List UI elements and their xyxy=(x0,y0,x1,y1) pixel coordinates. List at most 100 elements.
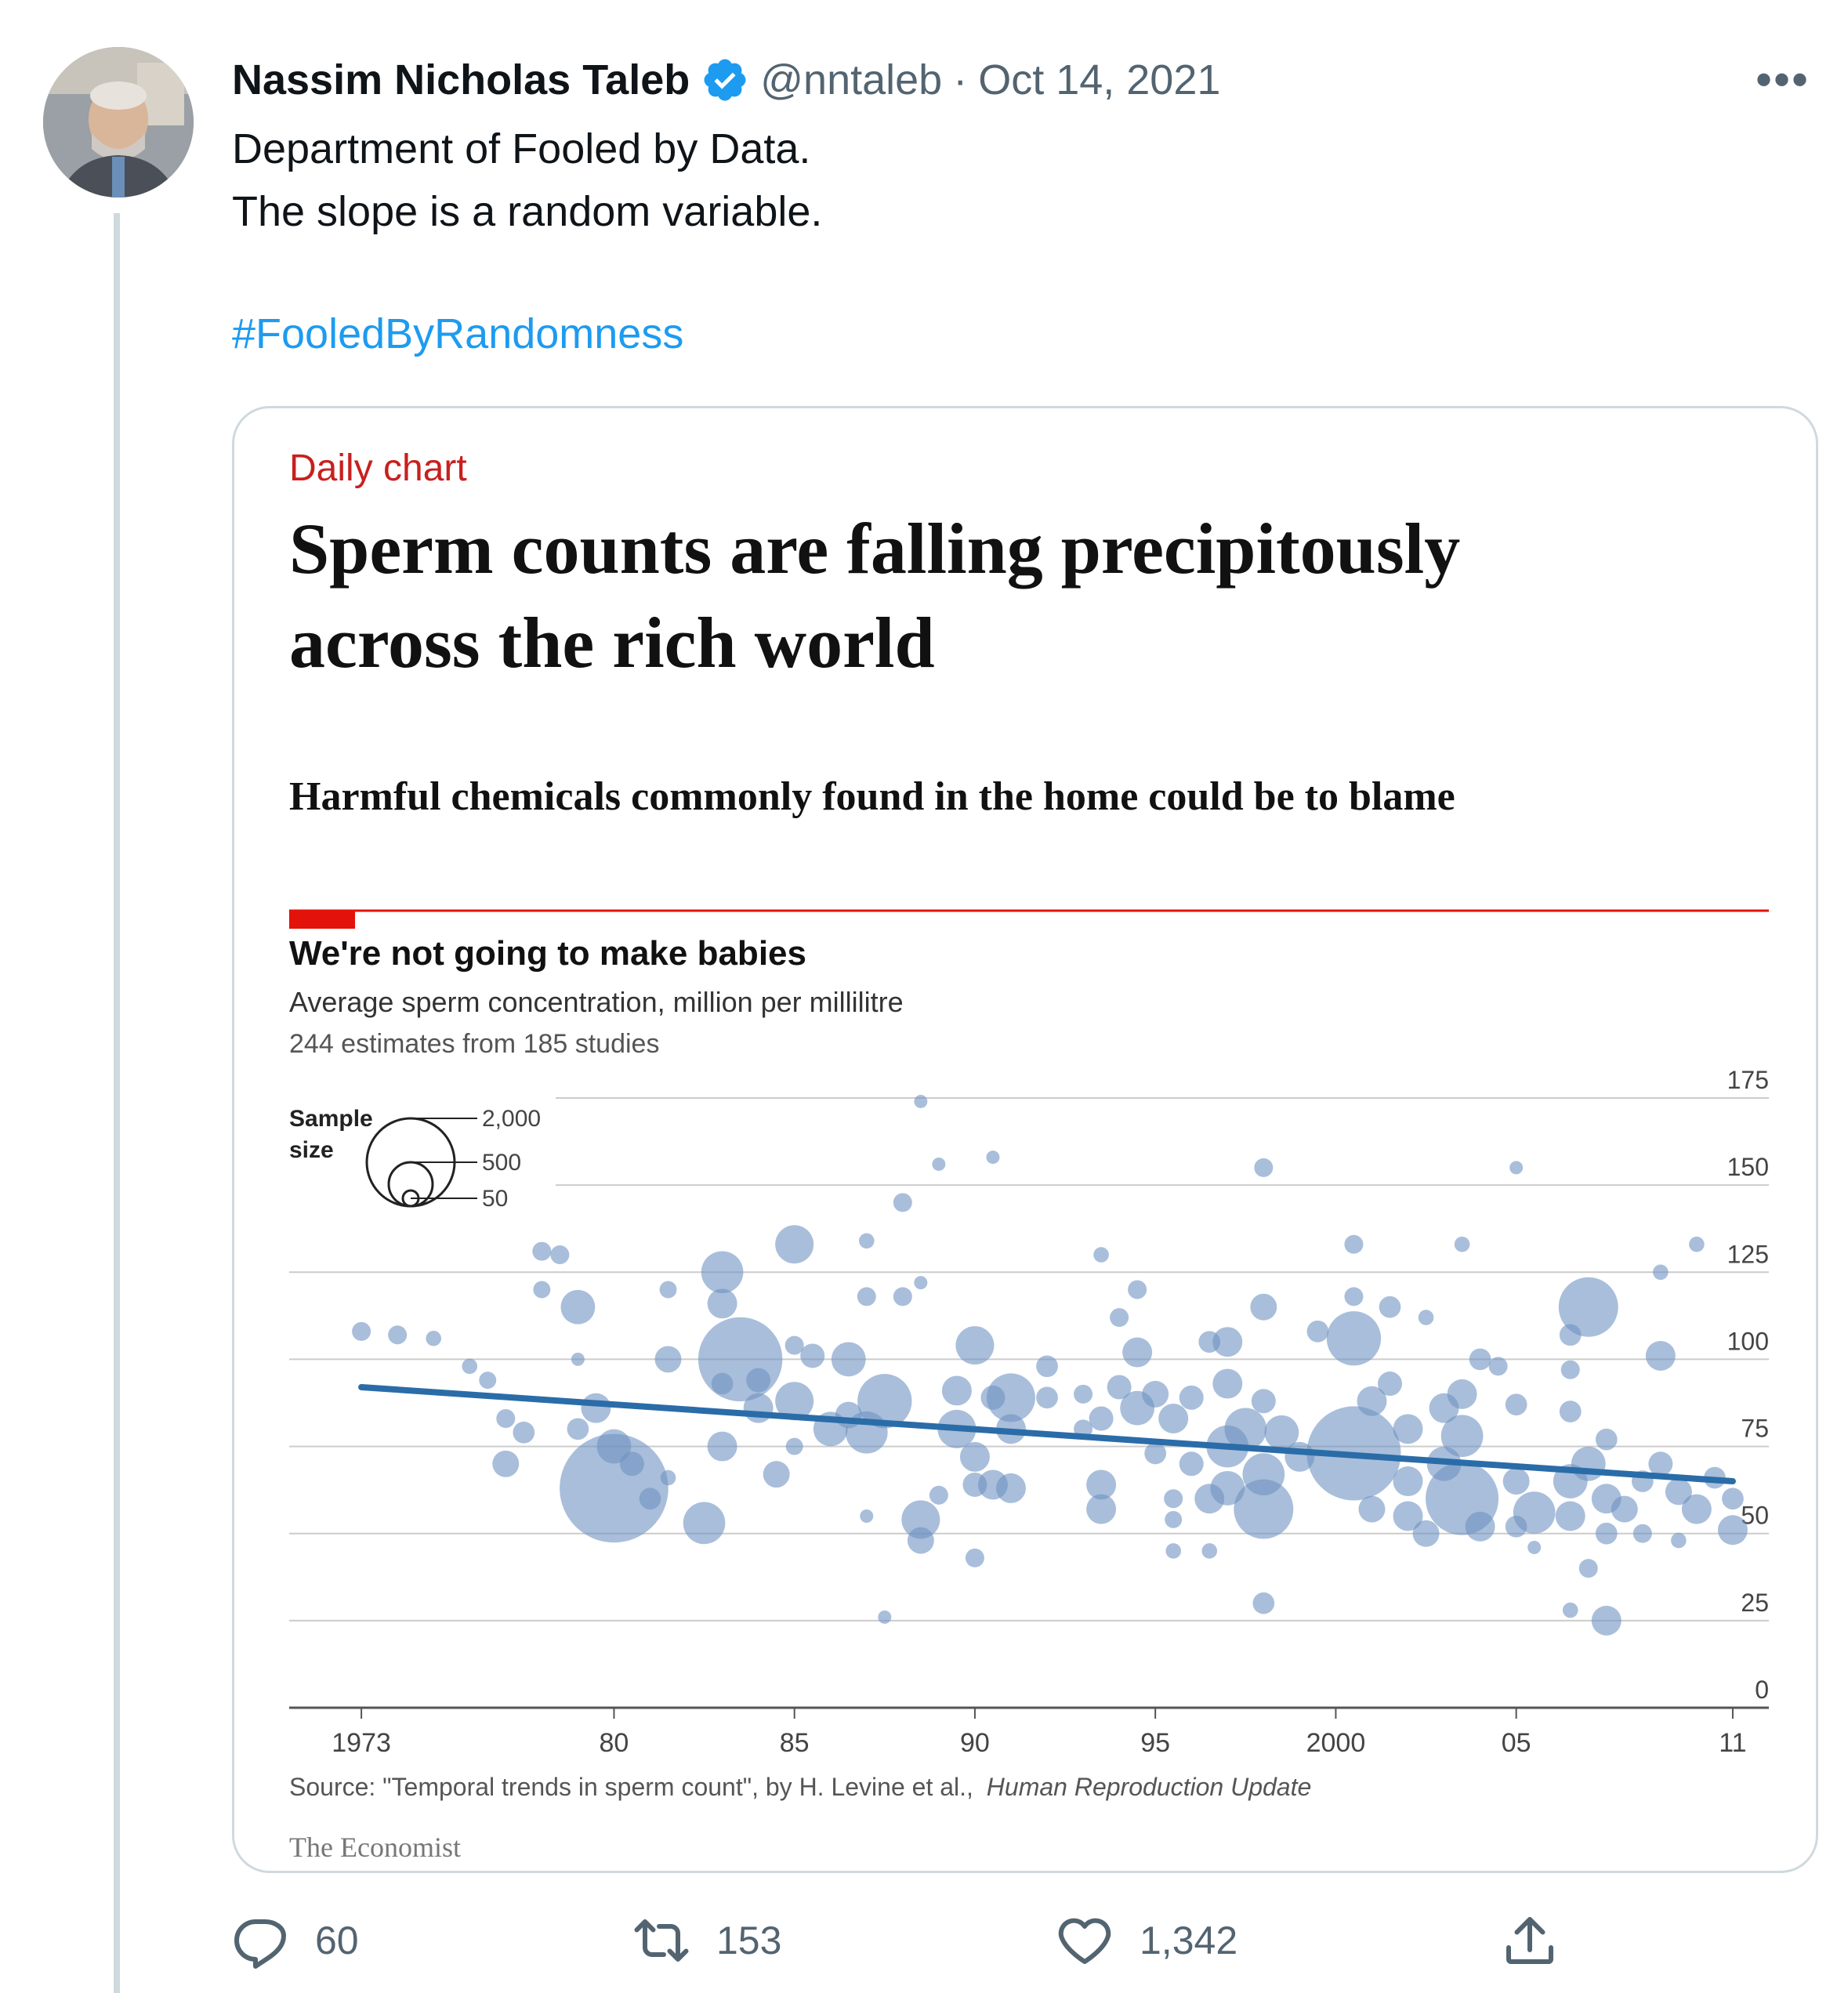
data-point xyxy=(1513,1491,1556,1534)
legend-title-line-1: Sample xyxy=(289,1106,373,1132)
data-point xyxy=(1418,1310,1434,1325)
data-point xyxy=(1440,1415,1484,1458)
data-point xyxy=(1555,1501,1585,1531)
data-point xyxy=(1093,1247,1109,1263)
author-display-name[interactable]: Nassim Nicholas Taleb xyxy=(232,56,690,103)
data-point xyxy=(955,1326,995,1365)
chart-source-prefix: Source: "Temporal trends in sperm count"… xyxy=(289,1773,973,1801)
data-point xyxy=(1264,1415,1299,1450)
data-point xyxy=(1665,1478,1692,1506)
accent-tag xyxy=(289,910,355,929)
author-avatar[interactable] xyxy=(43,47,194,197)
retweet-button[interactable]: 153 xyxy=(633,1912,781,1969)
x-tick-label: 85 xyxy=(780,1728,810,1758)
tweet-action-bar: 60 153 1,342 xyxy=(232,1912,1752,1975)
attached-chart-image[interactable]: Daily chart Sperm counts are falling pre… xyxy=(232,406,1818,1873)
data-point xyxy=(1560,1360,1580,1379)
data-point xyxy=(1144,1442,1167,1465)
data-point xyxy=(941,1375,972,1406)
like-button[interactable]: 1,342 xyxy=(1056,1912,1237,1969)
data-point xyxy=(1074,1384,1093,1404)
data-point xyxy=(462,1358,478,1375)
chart-svg: Daily chart Sperm counts are falling pre… xyxy=(289,448,1769,1863)
hashtag-link[interactable]: #FooledByRandomness xyxy=(232,310,684,357)
data-point xyxy=(1645,1340,1676,1371)
y-tick-label: 25 xyxy=(1741,1589,1769,1617)
more-options-icon[interactable]: ••• xyxy=(1756,53,1810,106)
data-point xyxy=(1344,1287,1364,1306)
data-point xyxy=(426,1330,441,1346)
data-point xyxy=(567,1418,589,1440)
x-axis-ticks: 1973 80 85 90 95 2000 05 11 xyxy=(332,1708,1747,1758)
data-point xyxy=(550,1245,570,1265)
data-point xyxy=(388,1325,408,1345)
data-point xyxy=(1326,1311,1382,1366)
data-point xyxy=(1089,1406,1114,1431)
data-point xyxy=(857,1287,876,1306)
data-point xyxy=(775,1225,814,1264)
data-point xyxy=(1344,1234,1364,1254)
chart-note: 244 estimates from 185 studies xyxy=(289,1029,659,1059)
share-button[interactable] xyxy=(1502,1912,1585,1969)
like-count: 1,342 xyxy=(1140,1919,1238,1962)
avatar-photo xyxy=(43,47,194,197)
data-point xyxy=(352,1321,371,1341)
legend-value-50: 50 xyxy=(482,1186,508,1212)
tweet-timestamp[interactable]: Oct 14, 2021 xyxy=(978,56,1221,103)
data-point xyxy=(1488,1357,1508,1376)
x-tick-label: 90 xyxy=(960,1728,990,1758)
gridlines xyxy=(289,1097,1769,1709)
data-point xyxy=(654,1346,682,1373)
legend-value-500: 500 xyxy=(482,1150,521,1176)
data-point xyxy=(1648,1451,1673,1477)
data-point xyxy=(533,1281,551,1299)
chart-standfirst: Harmful chemicals commonly found in the … xyxy=(289,774,1455,819)
data-point xyxy=(1595,1522,1618,1545)
data-point xyxy=(1562,1602,1578,1618)
data-point xyxy=(763,1461,790,1488)
data-point xyxy=(959,1441,990,1472)
data-point xyxy=(1036,1386,1058,1409)
data-point xyxy=(1165,1510,1183,1528)
data-point xyxy=(1611,1495,1638,1523)
data-point xyxy=(932,1157,946,1171)
data-point xyxy=(1179,1385,1204,1410)
scatter-points xyxy=(352,1094,1748,1636)
reply-icon xyxy=(234,1919,286,1969)
data-point xyxy=(1212,1368,1243,1399)
data-point xyxy=(1681,1494,1712,1524)
chart-source: Source: "Temporal trends in sperm count"… xyxy=(289,1773,1311,1801)
data-point xyxy=(901,1500,940,1539)
data-point xyxy=(571,1352,585,1366)
thread-connector-line xyxy=(114,213,120,1993)
data-point xyxy=(1578,1559,1598,1578)
data-point xyxy=(965,1548,984,1567)
data-point xyxy=(1251,1389,1276,1414)
reply-button[interactable]: 60 xyxy=(232,1912,359,1969)
data-point xyxy=(1571,1446,1606,1481)
data-point xyxy=(1509,1161,1524,1175)
data-point xyxy=(639,1488,661,1510)
data-point xyxy=(746,1368,771,1393)
author-handle[interactable]: @nntaleb xyxy=(760,56,943,103)
header-separator: · xyxy=(953,56,968,103)
data-point xyxy=(1234,1479,1294,1539)
data-point xyxy=(800,1343,825,1368)
legend-value-2000: 2,000 xyxy=(482,1106,541,1132)
reply-count: 60 xyxy=(315,1919,359,1962)
data-point xyxy=(1212,1327,1243,1357)
data-point xyxy=(1469,1348,1491,1371)
data-point xyxy=(581,1393,611,1423)
data-point xyxy=(707,1288,737,1319)
data-point xyxy=(785,1437,803,1455)
data-point xyxy=(1377,1372,1402,1397)
data-point xyxy=(1653,1264,1669,1281)
data-point xyxy=(1179,1451,1204,1477)
data-point xyxy=(775,1382,814,1421)
data-point xyxy=(858,1233,875,1249)
data-point xyxy=(496,1408,516,1429)
data-point xyxy=(683,1502,726,1545)
tweet-header: Nassim Nicholas Taleb @nntaleb · Oct 14,… xyxy=(232,52,1220,108)
data-point xyxy=(1393,1414,1423,1444)
data-point xyxy=(1454,1236,1470,1252)
